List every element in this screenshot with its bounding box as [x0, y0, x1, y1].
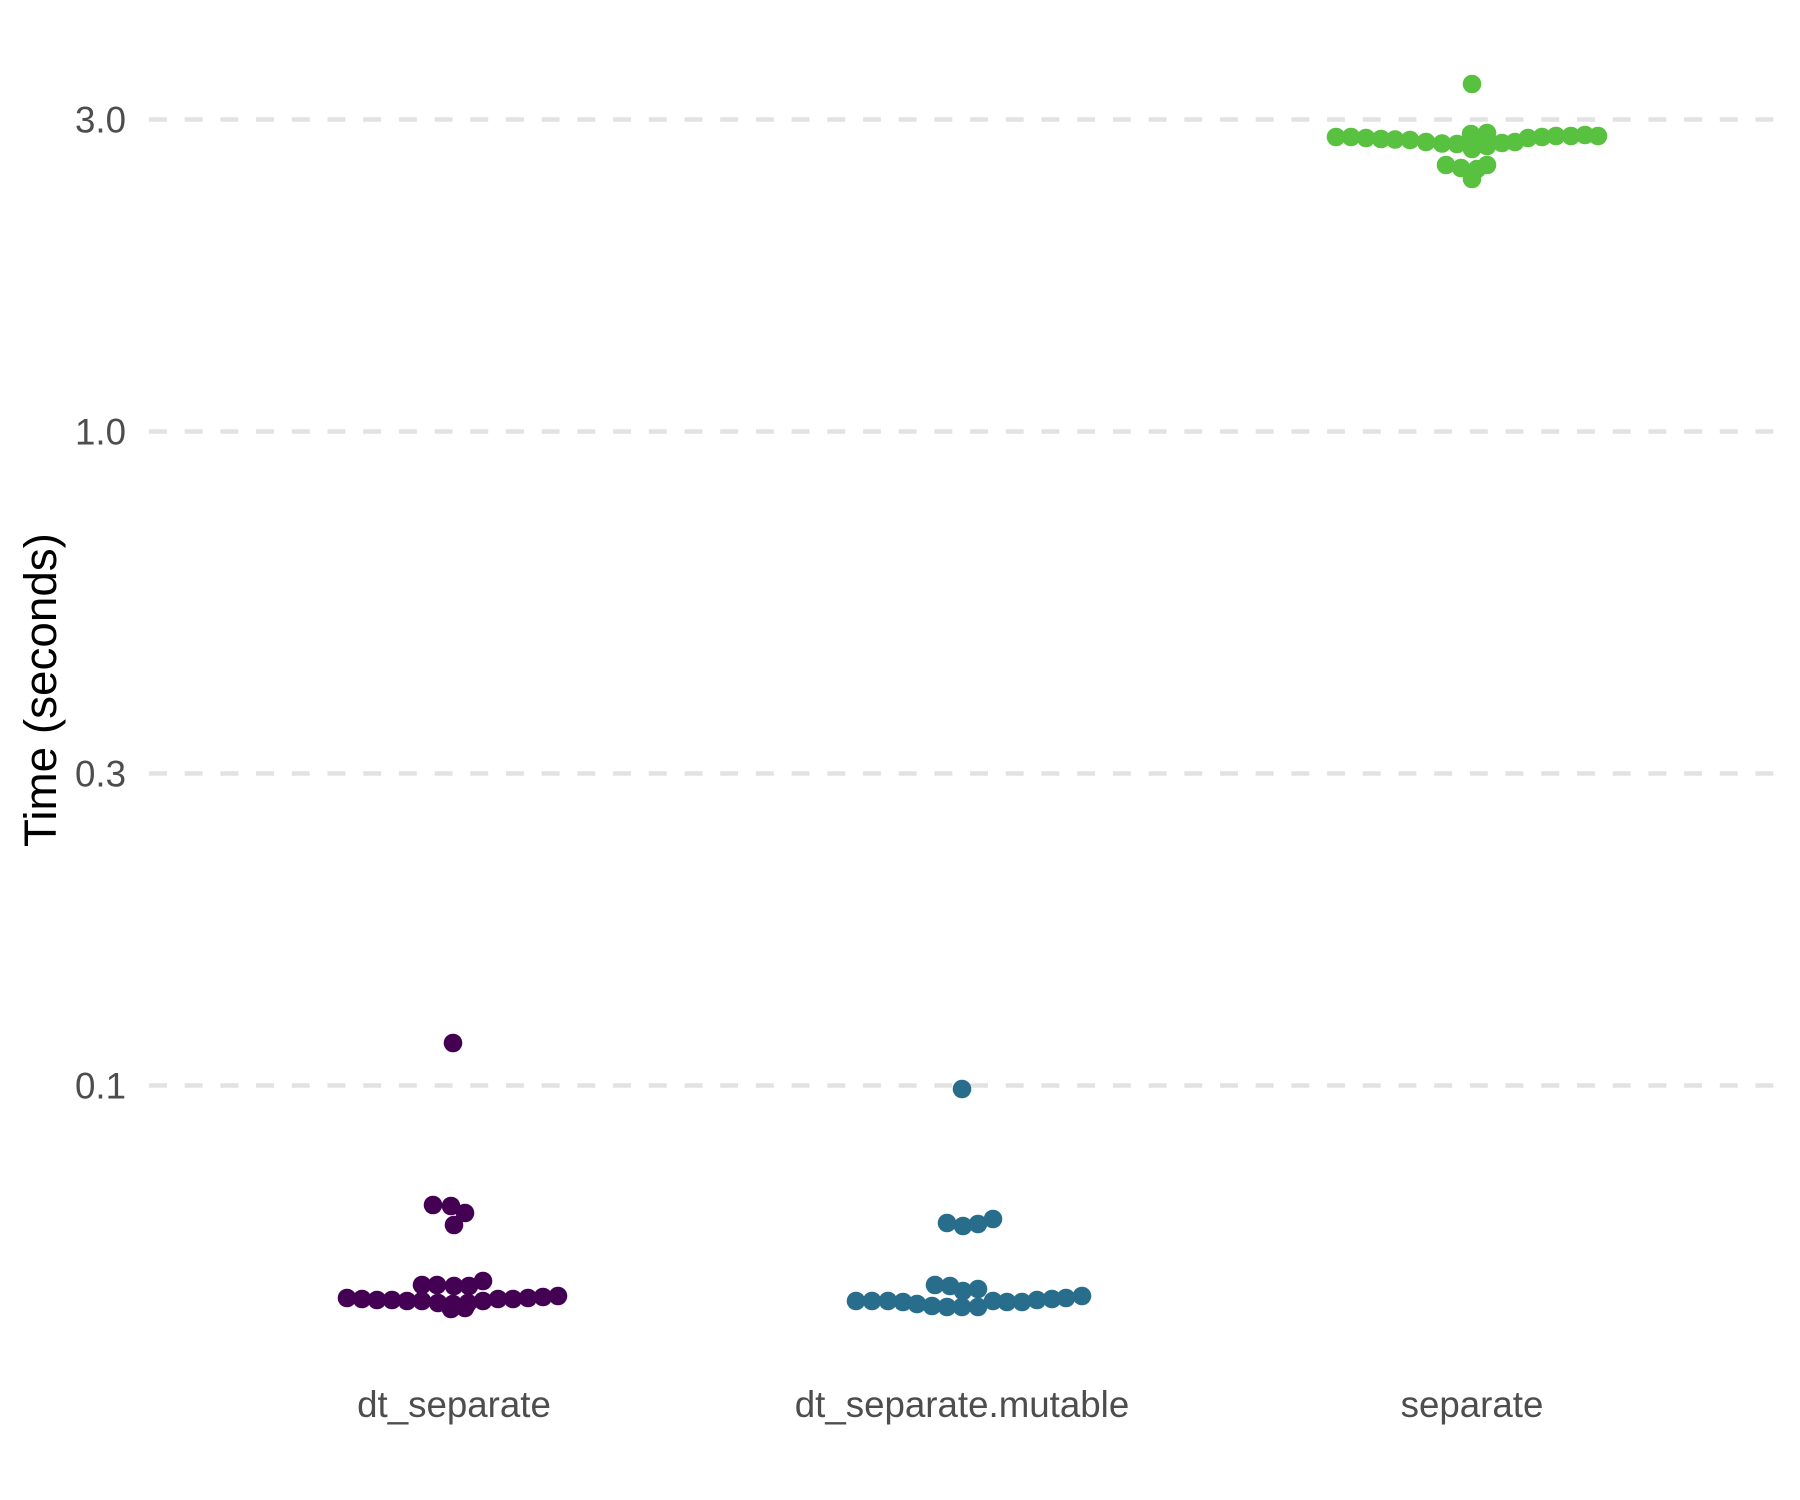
svg-text:separate: separate [1401, 1384, 1544, 1425]
svg-text:0.3: 0.3 [75, 754, 126, 795]
svg-text:0.1: 0.1 [75, 1066, 126, 1107]
svg-text:Time (seconds): Time (seconds) [15, 533, 66, 847]
svg-text:dt_separate: dt_separate [357, 1384, 551, 1425]
svg-text:1.0: 1.0 [75, 412, 126, 453]
svg-text:dt_separate.mutable: dt_separate.mutable [795, 1384, 1130, 1425]
svg-text:3.0: 3.0 [75, 100, 126, 141]
